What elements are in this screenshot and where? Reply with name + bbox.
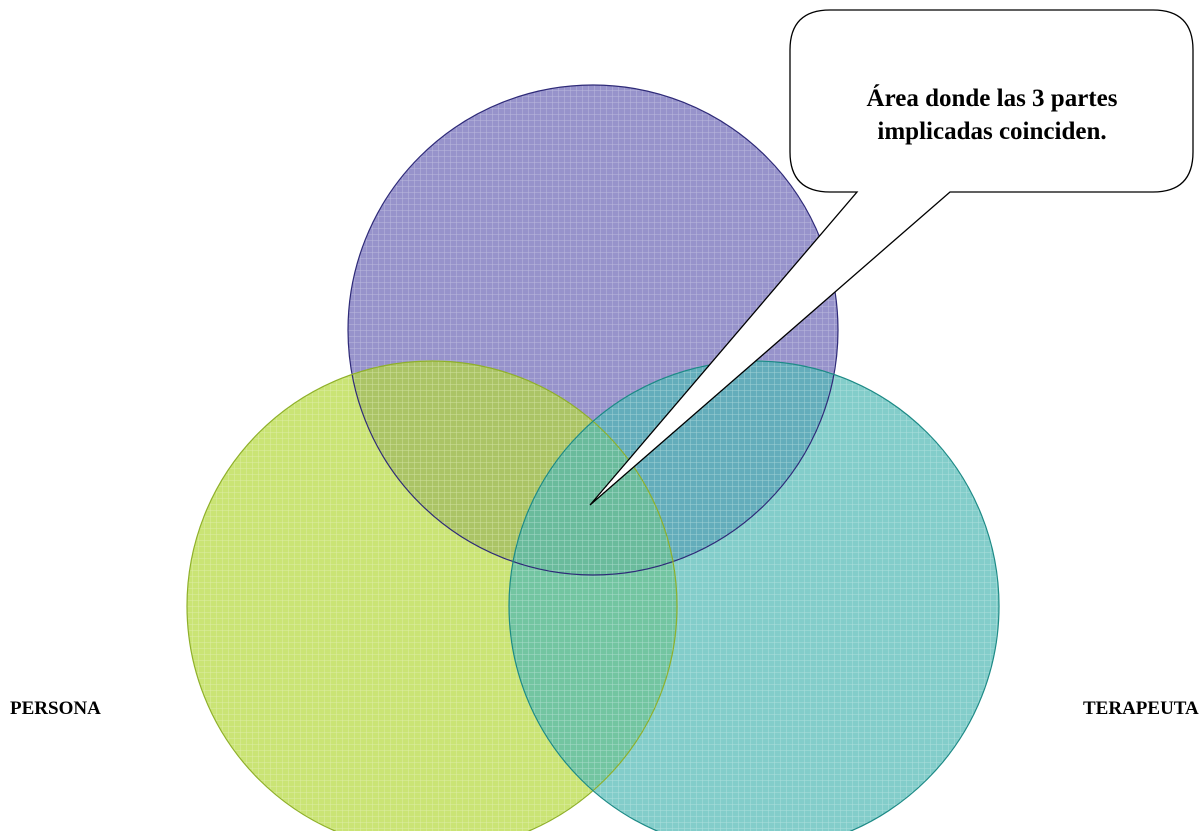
callout-text: Área donde las 3 partes implicadas coinc… [793, 82, 1191, 148]
top-circle-outline [347, 84, 839, 576]
persona-label: PERSONA [10, 698, 101, 719]
persona-circle-outline [186, 360, 678, 831]
callout-line-2: implicadas coinciden. [877, 118, 1107, 145]
callout-line-1: Área donde las 3 partes [866, 85, 1118, 112]
terapeuta-circle [509, 361, 999, 831]
callout-bubble [589, 9, 1194, 506]
terapeuta-label: TERAPEUTA [1083, 698, 1199, 719]
